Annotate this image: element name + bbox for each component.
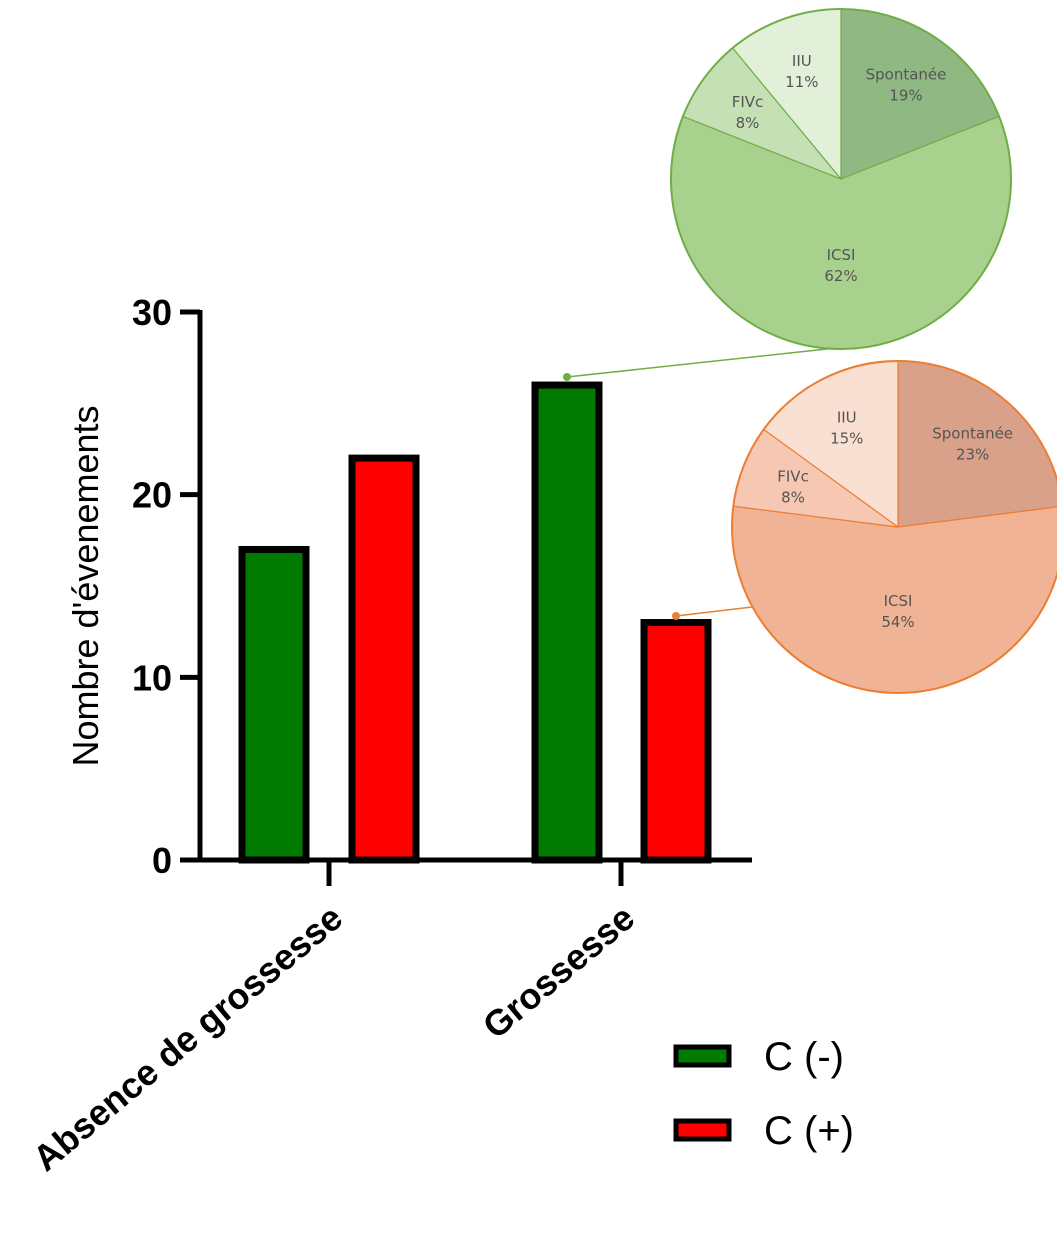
x-tick-label-grossesse: Grossesse (475, 897, 642, 1047)
bar-grossesse-c (531, 381, 603, 864)
pie-value-iiu: 11% (785, 73, 818, 91)
bar-chart (238, 381, 712, 864)
bar-absence-de-grossesse-c (238, 545, 310, 864)
y-tick-label: 10 (132, 657, 172, 698)
y-tick-label: 0 (152, 840, 172, 881)
pie-slice-spontanee (897, 360, 1057, 528)
pie-label-iiu: IIU (792, 52, 812, 70)
legend-swatch-c (673, 1044, 732, 1068)
pie-chart-c: Spontanée 23% ICSI 54% FIVc 8% IIU 15% (672, 360, 1057, 694)
pie-connector-dot (672, 612, 680, 620)
pie-value-spontanee: 19% (889, 86, 922, 104)
pie-label-spontanee: Spontanée (932, 424, 1013, 442)
pie-chart-c: Spontanée 19% ICSI 62% FIVc 8% IIU 11% (563, 8, 1012, 381)
pie-border (731, 360, 1057, 694)
pie-connector-line (566, 347, 837, 378)
pie-value-iiu: 15% (830, 429, 863, 447)
pie-value-fivc: 8% (736, 114, 760, 132)
legend-swatch-c (673, 1118, 732, 1142)
y-axis-label: Nombre d'évenements (65, 405, 106, 766)
pie-label-fivc: FIVc (777, 467, 809, 485)
legend-label-c: C (+) (764, 1109, 854, 1153)
pie-label-icsi: ICSI (827, 246, 856, 264)
pie-value-spontanee: 23% (956, 445, 989, 463)
pie-value-icsi: 54% (881, 613, 914, 631)
pie-label-fivc: FIVc (732, 93, 764, 111)
pie-connector-line (675, 606, 753, 617)
pie-label-iiu: IIU (837, 408, 857, 426)
pie-label-spontanee: Spontanée (866, 65, 947, 83)
pie-value-icsi: 62% (824, 267, 857, 285)
pie-label-icsi: ICSI (884, 592, 913, 610)
pie-value-fivc: 8% (781, 488, 805, 506)
pie-border (670, 8, 1012, 350)
y-tick-label: 30 (132, 292, 172, 333)
bar-grossesse-c (640, 619, 712, 864)
x-tick-label-absence-de-grossesse: Absence de grossesse (25, 897, 350, 1179)
legend: C (-) C (+) (673, 1035, 854, 1153)
pie-connector-dot (563, 373, 571, 381)
y-tick-label: 20 (132, 475, 172, 516)
legend-label-c: C (-) (764, 1035, 844, 1079)
pie-charts: Spontanée19%ICSI62%FIVc8%IIU11%Spontanée… (563, 8, 1057, 694)
bar-absence-de-grossesse-c (348, 454, 420, 864)
